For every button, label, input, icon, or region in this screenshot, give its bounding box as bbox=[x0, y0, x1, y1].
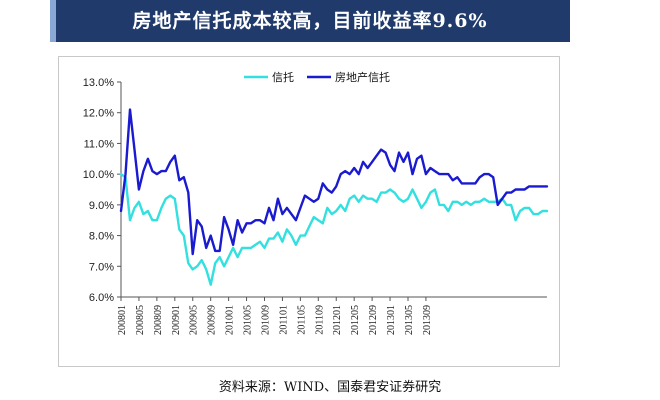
x-tick-label: 201109 bbox=[314, 305, 325, 335]
x-tick-label: 200901 bbox=[171, 305, 182, 335]
page-title: 房地产信托成本较高，目前收益率9.6% bbox=[132, 10, 488, 32]
series-trust-line bbox=[119, 172, 549, 286]
x-tick-label: 201209 bbox=[368, 305, 379, 335]
line-chart: 6.0% 7.0% 8.0% 9.0% 10.0% 11.0% 12.0% 13.0% 2008… bbox=[83, 70, 549, 335]
chart-panel: 6.0% 7.0% 8.0% 9.0% 10.0% 11.0% 12.0% 13.0% 2008… bbox=[58, 56, 560, 367]
x-tick-label: 200809 bbox=[153, 305, 164, 335]
legend-trust-label: 信托 bbox=[272, 70, 294, 84]
x-tick-label: 201009 bbox=[260, 305, 271, 335]
x-tick-label: 201205 bbox=[350, 305, 361, 335]
x-tick-label: 201105 bbox=[296, 305, 307, 335]
y-tick-label: 12.0% bbox=[83, 108, 114, 120]
y-tick-label: 11.0% bbox=[84, 138, 115, 150]
x-tick-label: 201005 bbox=[243, 305, 254, 335]
x-tick-label: 200905 bbox=[189, 305, 200, 335]
title-accent bbox=[50, 0, 56, 42]
y-tick-label: 8.0% bbox=[89, 231, 114, 243]
legend-realestate-label: 房地产信托 bbox=[335, 70, 390, 84]
x-tick-label: 201001 bbox=[225, 305, 236, 335]
x-tick-label: 201305 bbox=[404, 305, 415, 335]
y-tick-label: 13.0% bbox=[83, 77, 114, 89]
series-realestate-line bbox=[119, 108, 549, 256]
source-note: 资料来源：WIND、国泰君安证券研究 bbox=[218, 380, 442, 395]
x-tick-label: 201301 bbox=[386, 305, 397, 335]
y-tick-label: 6.0% bbox=[89, 292, 114, 304]
y-tick-label: 10.0% bbox=[83, 169, 114, 181]
x-tick-label: 201309 bbox=[422, 305, 433, 335]
x-tick-label: 201201 bbox=[332, 305, 343, 335]
x-tick-label: 200801 bbox=[117, 305, 128, 335]
x-tick-label: 200805 bbox=[135, 305, 146, 335]
x-tick-label: 201101 bbox=[278, 305, 289, 335]
x-tick-label: 200909 bbox=[207, 305, 218, 335]
y-tick-label: 7.0% bbox=[89, 261, 114, 273]
y-tick-label: 9.0% bbox=[89, 200, 114, 212]
title-bar: 房地产信托成本较高，目前收益率9.6% bbox=[50, 0, 570, 42]
